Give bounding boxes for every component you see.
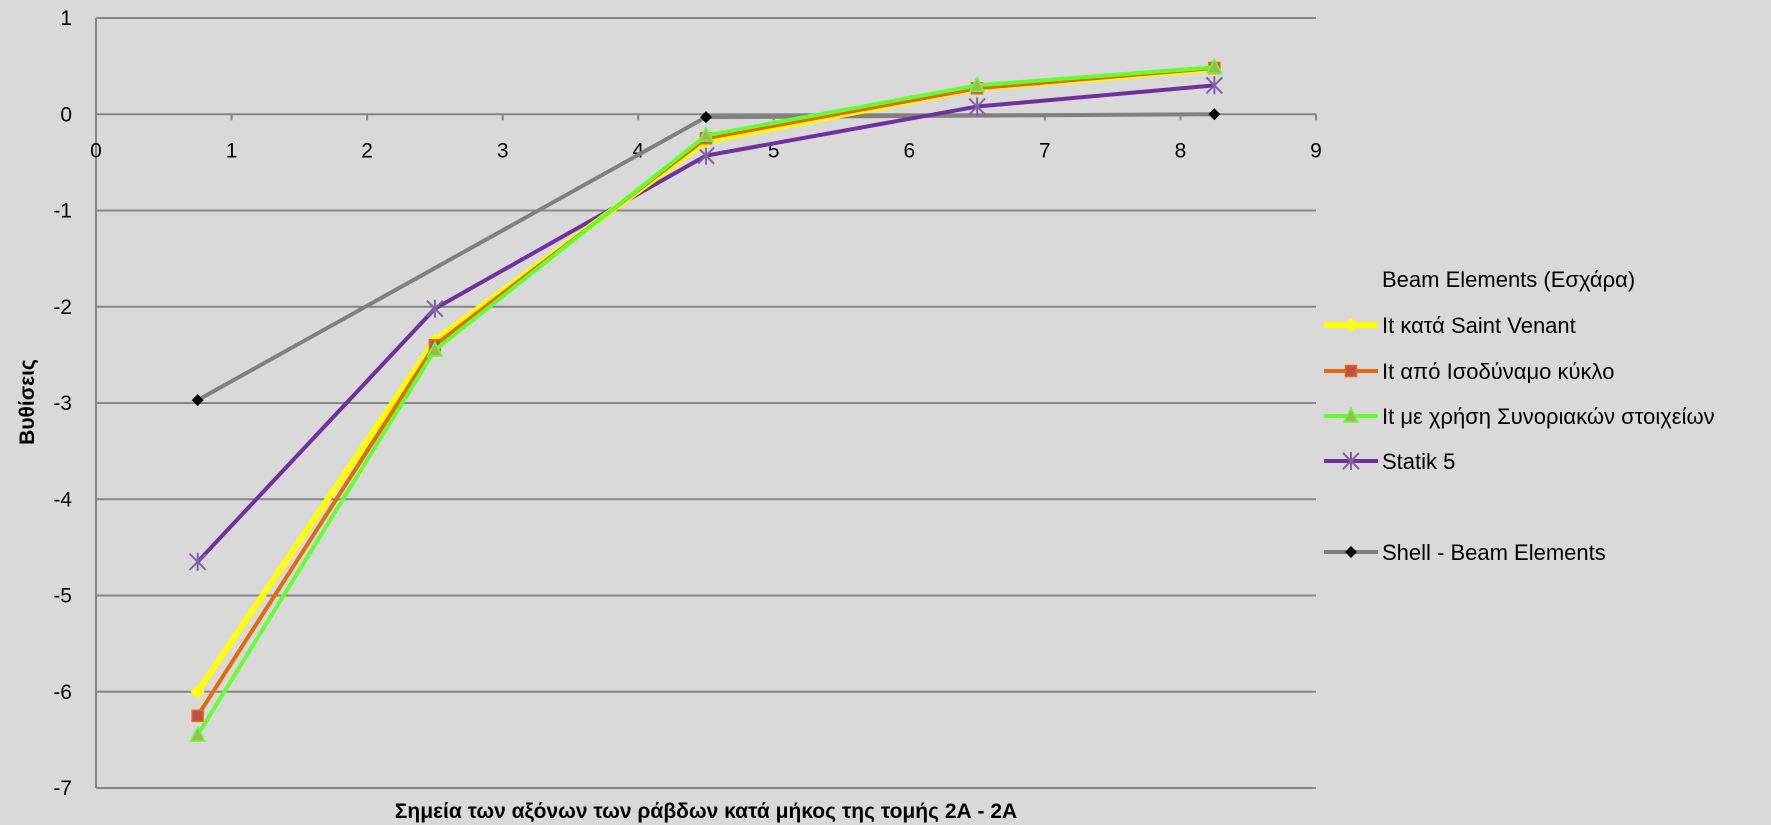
x-tick-label: 5 [768,139,780,162]
legend-marker [1345,546,1357,558]
data-point [968,97,986,116]
legend-marker [1344,318,1358,332]
legend-label: Statik 5 [1382,449,1455,474]
legend-label: Shell - Beam Elements [1382,540,1606,565]
legend-marker [1344,364,1358,378]
x-tick-label: 8 [1175,139,1187,162]
x-tick-label: 3 [497,139,509,162]
series-3 [188,76,1224,571]
legend-item: It κατά Saint Venant [1324,313,1576,338]
x-tick-label: 1 [226,139,238,162]
x-axis-title: Σημεία των αξόνων των ράβδων κατά μήκος … [395,800,1017,823]
x-tick-label: 9 [1310,139,1322,162]
data-point [1206,57,1223,74]
legend-label: It με χρήση Συνοριακών στοιχείων [1382,404,1715,429]
y-tick-label: 1 [60,7,72,30]
y-tick-label: -2 [53,296,72,319]
data-point [968,75,986,93]
legend: Beam Elements (Εσχάρα) It κατά Saint Ven… [1324,267,1715,565]
tick-labels: 10-1-2-3-4-5-6-70 1 2 3 4 5 6 7 8 9 [53,7,1322,800]
legend-marker [1342,452,1360,470]
legend-item: Shell - Beam Elements [1324,540,1606,565]
x-tick-label: 0 [90,139,102,162]
legend-label: It από Ισοδύναμο κύκλο [1382,359,1614,384]
legend-item: It με χρήση Συνοριακών στοιχείων [1324,404,1715,429]
data-point [1208,108,1221,121]
y-axis-title: Βυθίσεις [16,359,39,445]
series-line [195,66,1215,717]
data-point [191,709,204,723]
series-4 [191,108,1221,407]
x-tick-label: 2 [361,139,373,162]
data-point [700,111,712,124]
y-tick-label: -6 [53,681,72,704]
data-point [191,394,204,407]
plot-area [188,57,1224,742]
legend-label: It κατά Saint Venant [1382,313,1576,338]
legend-item: It από Ισοδύναμο κύκλο [1324,359,1614,384]
series-2 [189,57,1223,742]
data-point [697,125,715,143]
y-tick-label: -7 [53,777,72,800]
data-point [1205,76,1224,95]
legend-item: Statik 5 [1324,449,1455,474]
y-tick-label: 0 [60,103,72,126]
y-tick-label: -1 [53,200,72,223]
data-point [189,725,206,742]
y-tick-label: -3 [53,392,72,415]
y-tick-label: -5 [53,585,72,608]
legend-marker [1342,406,1360,423]
data-point [188,552,207,571]
x-tick-label: 6 [903,139,915,162]
data-point [426,299,444,318]
y-tick-label: -4 [53,488,72,511]
data-point [697,146,715,165]
x-tick-label: 7 [1039,139,1051,162]
data-point [190,684,205,699]
data-point [426,340,444,357]
legend-group-title: Beam Elements (Εσχάρα) [1382,267,1635,292]
